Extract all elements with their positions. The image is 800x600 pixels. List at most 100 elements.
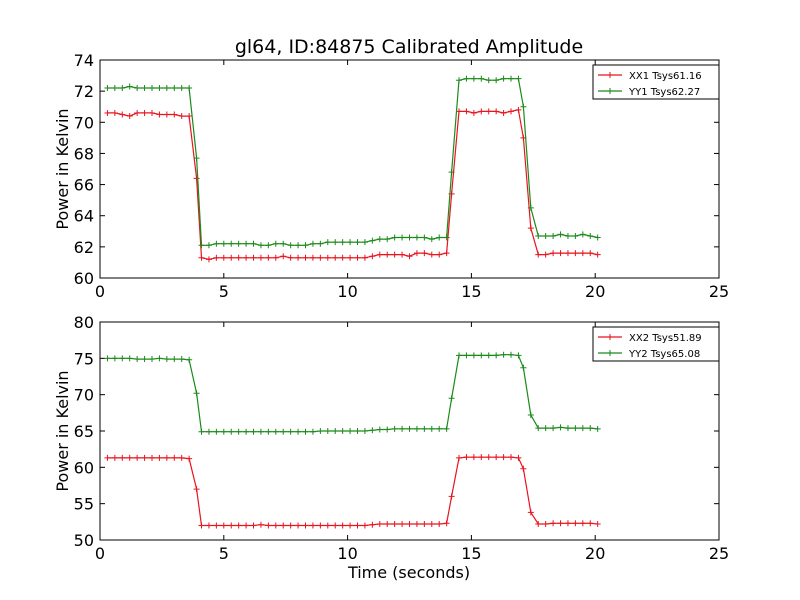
data-point-marker <box>369 521 376 528</box>
data-point-marker <box>104 109 111 116</box>
data-point-marker <box>126 113 133 120</box>
data-point-marker <box>463 75 470 82</box>
data-point-marker <box>354 239 361 246</box>
data-point-marker <box>198 242 205 249</box>
legend: XX2 Tsys51.89 YY2 Tsys65.08 <box>592 326 720 362</box>
data-point-marker <box>572 520 579 527</box>
data-point-marker <box>148 454 155 461</box>
data-point-marker <box>354 428 361 434</box>
data-point-marker <box>317 254 324 261</box>
data-point-marker <box>220 522 227 529</box>
data-point-marker <box>448 395 455 402</box>
data-point-marker <box>354 254 361 261</box>
data-point-marker <box>384 426 391 433</box>
x-tick-label: 25 <box>709 544 729 563</box>
data-point-marker <box>213 428 220 435</box>
data-point-marker <box>428 521 435 528</box>
data-point-marker <box>228 522 235 529</box>
data-point-marker <box>550 425 557 432</box>
data-point-marker <box>421 425 428 432</box>
data-point-marker <box>193 390 200 397</box>
data-point-marker <box>119 355 126 362</box>
data-point-marker <box>421 234 428 241</box>
data-point-marker <box>594 234 601 241</box>
data-point-marker <box>257 254 264 261</box>
data-point-marker <box>243 522 250 529</box>
data-point-marker <box>579 425 586 432</box>
x-tick-label: 5 <box>219 282 229 301</box>
data-point-marker <box>186 455 193 462</box>
data-point-marker <box>280 253 287 260</box>
data-point-marker <box>332 428 339 434</box>
data-point-marker <box>485 454 492 461</box>
data-point-marker <box>587 232 594 239</box>
data-point-marker <box>550 232 557 239</box>
data-point-marker <box>413 425 420 432</box>
data-point-marker <box>413 521 420 528</box>
data-point-marker <box>171 356 178 363</box>
y-tick-label: 75 <box>74 349 94 368</box>
data-point-marker <box>104 355 111 362</box>
data-point-marker <box>478 108 485 115</box>
data-point-marker <box>339 239 346 246</box>
legend-marker-swatch <box>607 72 613 78</box>
x-tick-label: 20 <box>585 282 605 301</box>
data-point-marker <box>272 428 279 435</box>
data-point-marker <box>361 428 368 434</box>
data-point-marker <box>485 77 492 84</box>
data-point-marker <box>287 254 294 261</box>
data-point-marker <box>220 240 227 247</box>
data-point-marker <box>198 254 205 261</box>
data-point-marker <box>463 352 470 359</box>
data-point-marker <box>198 428 205 435</box>
data-point-marker <box>527 204 534 211</box>
data-point-marker <box>515 106 522 113</box>
data-point-marker <box>463 454 470 461</box>
data-point-marker <box>485 108 492 115</box>
legend-marker-swatch <box>607 334 613 340</box>
data-point-marker <box>235 522 242 529</box>
data-point-marker <box>235 254 242 261</box>
data-point-marker <box>478 75 485 82</box>
x-tick-label: 0 <box>95 544 105 563</box>
data-point-marker <box>134 109 141 116</box>
legend-entry-label: XX1 Tsys61.16 <box>629 71 702 82</box>
data-point-marker <box>470 454 477 461</box>
data-point-marker <box>295 254 302 261</box>
data-point-marker <box>579 231 586 238</box>
data-point-marker <box>339 428 346 434</box>
data-point-marker <box>448 493 455 500</box>
data-point-marker <box>436 521 443 528</box>
legend: XX1 Tsys61.16 YY1 Tsys62.27 <box>592 64 720 100</box>
data-point-marker <box>186 85 193 92</box>
y-tick-label: 60 <box>74 269 94 288</box>
data-point-marker <box>421 521 428 528</box>
data-point-marker <box>141 109 148 116</box>
y-tick-label: 80 <box>74 313 94 332</box>
x-tick-label: 15 <box>461 544 481 563</box>
data-point-marker <box>485 352 492 359</box>
data-point-marker <box>557 231 564 238</box>
data-point-marker <box>391 234 398 241</box>
data-point-marker <box>413 250 420 257</box>
data-point-marker <box>493 454 500 461</box>
data-point-marker <box>347 522 354 529</box>
data-point-marker <box>500 75 507 82</box>
data-point-marker <box>295 242 302 249</box>
data-point-marker <box>198 522 205 529</box>
x-axis-label: Time (seconds) <box>347 563 470 582</box>
data-point-marker <box>535 251 542 258</box>
data-point-marker <box>508 108 515 115</box>
data-point-marker <box>309 254 316 261</box>
data-point-marker <box>508 75 515 82</box>
data-point-marker <box>587 250 594 257</box>
data-point-marker <box>493 352 500 359</box>
data-point-marker <box>141 356 148 363</box>
data-point-marker <box>413 234 420 241</box>
y-tick-label: 70 <box>74 386 94 405</box>
data-point-marker <box>171 111 178 118</box>
data-point-marker <box>287 428 294 435</box>
data-point-marker <box>141 85 148 92</box>
data-point-marker <box>557 424 564 431</box>
data-point-marker <box>280 428 287 435</box>
